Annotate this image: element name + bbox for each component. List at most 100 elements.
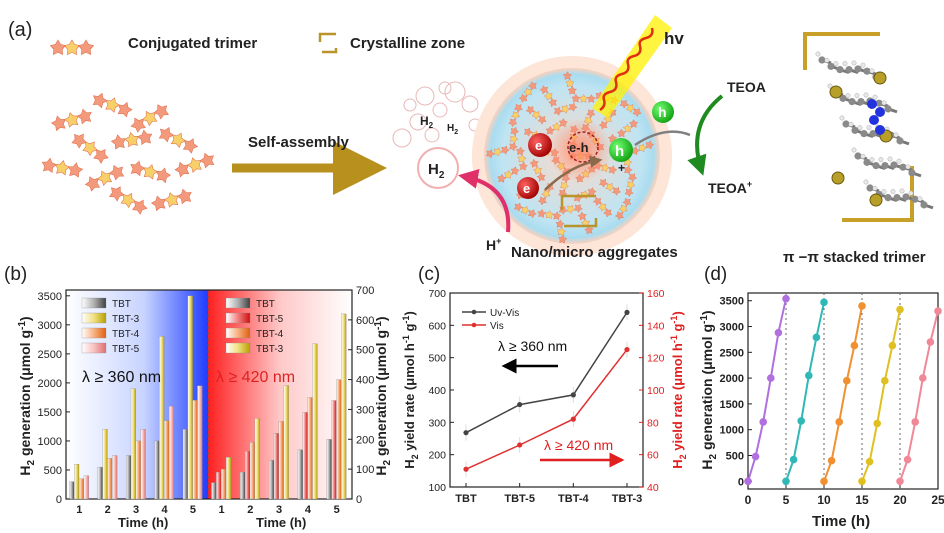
point-vis xyxy=(463,466,469,472)
trimer-unit xyxy=(553,102,578,116)
trimer-ring xyxy=(513,202,523,212)
hydrogen-atom xyxy=(833,61,839,67)
point-uv-vis xyxy=(624,309,630,315)
trimer-unit xyxy=(130,104,169,133)
trimer-ring xyxy=(176,188,192,205)
cycle-point xyxy=(843,376,851,385)
bar-tbt-5 xyxy=(83,475,89,500)
legend-label: TBT-4 xyxy=(112,329,140,340)
panel-d-frame xyxy=(747,292,939,490)
hole-transfer-arrow xyxy=(634,130,691,147)
trimer-core xyxy=(63,112,79,128)
trimer-ring xyxy=(515,146,525,156)
trimer-core xyxy=(559,181,569,191)
trimer-ring xyxy=(151,195,166,212)
trimer-unit xyxy=(92,92,133,118)
trimer-ring xyxy=(71,133,87,149)
x-tick-label: TBT-5 xyxy=(504,493,535,505)
y-tick-label-right: 140 xyxy=(647,320,665,332)
trimer-ring xyxy=(552,211,562,221)
hydrogen-atom xyxy=(881,189,887,195)
legend-swatch xyxy=(225,297,251,309)
cycle-point xyxy=(774,328,783,337)
carbon-atom xyxy=(842,120,850,128)
trimer-core xyxy=(618,204,628,214)
line-uv-vis xyxy=(465,311,628,434)
sulfur-atom xyxy=(829,85,843,99)
hydrogen-atom xyxy=(845,93,851,99)
hv-label: hv xyxy=(664,29,684,48)
x-tick-label: 15 xyxy=(855,493,869,507)
trimer-core xyxy=(603,114,612,124)
nitrogen-atom xyxy=(867,99,877,109)
trimer-ring xyxy=(109,186,125,202)
y-tick-label: 3500 xyxy=(38,291,62,303)
trimer-ring xyxy=(497,173,507,183)
panel-a: (a) Conjugated trimer Crystalline zone S… xyxy=(8,15,934,266)
panel-c-lines xyxy=(463,304,630,478)
bar-tbt-4 xyxy=(135,440,141,500)
teoa-label: TEOA xyxy=(727,79,766,95)
trimer-ring xyxy=(510,166,520,176)
trimer-ring xyxy=(614,211,624,221)
trimer-core xyxy=(123,131,140,148)
hole-label-1: h xyxy=(615,143,624,160)
trimer-ring xyxy=(93,148,109,164)
cycle-point xyxy=(827,456,836,465)
y-tick-label-right: 200 xyxy=(356,434,374,446)
y-tick-label: 500 xyxy=(428,353,446,365)
y-tick-label: 400 xyxy=(428,385,446,397)
carbon-atom xyxy=(848,98,856,106)
x-tick-label: 1 xyxy=(218,504,224,516)
trimer-ring xyxy=(545,126,555,135)
teoa-plus-label: TEOA+ xyxy=(708,179,752,196)
trimer-core xyxy=(517,154,527,164)
sulfur-atom xyxy=(831,171,845,185)
x-tick-label: 2 xyxy=(105,504,111,516)
trimer-unit xyxy=(598,178,621,196)
trimer-ring xyxy=(130,160,146,177)
trimer-core xyxy=(605,182,615,192)
trimer-ring xyxy=(529,158,539,168)
trimer-ring xyxy=(632,108,642,117)
h2-bubble-large xyxy=(417,147,459,189)
carbon-atom xyxy=(911,195,919,203)
trimer-ring xyxy=(624,188,634,197)
cycle-point xyxy=(835,418,843,426)
y-tick-label: 300 xyxy=(428,417,446,429)
panel-b-xlabel: Time (h) xyxy=(118,515,168,530)
y-tick-label: 100 xyxy=(428,482,446,494)
cycle-line-5 xyxy=(899,310,939,482)
h2-bubbles xyxy=(392,81,482,148)
trimer-core xyxy=(142,110,158,127)
cycle-point xyxy=(926,338,935,346)
trimer-ring xyxy=(523,127,533,137)
y-tick-label: 3000 xyxy=(720,322,744,334)
trimer-core xyxy=(54,159,71,176)
hydrogen-atom xyxy=(842,61,848,67)
hplus-label: H+ xyxy=(486,236,501,253)
cycle-point xyxy=(797,417,805,425)
trimer-ring xyxy=(108,164,125,181)
y-tick-label: 1500 xyxy=(38,407,62,419)
trimer-ring xyxy=(577,211,587,221)
point-vis xyxy=(517,442,523,448)
y-tick-label: 2000 xyxy=(38,378,62,390)
exciton-ring xyxy=(567,131,599,163)
trimer-core xyxy=(503,170,513,179)
trimer-core xyxy=(105,97,121,113)
bar-tbt-5 xyxy=(140,429,146,500)
trimer-ring xyxy=(528,81,537,91)
hydrogen-atom xyxy=(860,153,866,159)
y-tick-label: 700 xyxy=(428,288,446,300)
cycle-point xyxy=(896,477,904,486)
bar-tbt-3 xyxy=(341,313,347,500)
bar-tbt-4 xyxy=(221,468,227,500)
carbon-atom xyxy=(863,67,871,75)
bar-tbt-5 xyxy=(168,405,175,500)
hydrogen-atom xyxy=(890,189,896,195)
trimer-unit xyxy=(529,158,546,182)
trimer-ring xyxy=(518,161,528,171)
carbon-atom xyxy=(890,161,898,169)
